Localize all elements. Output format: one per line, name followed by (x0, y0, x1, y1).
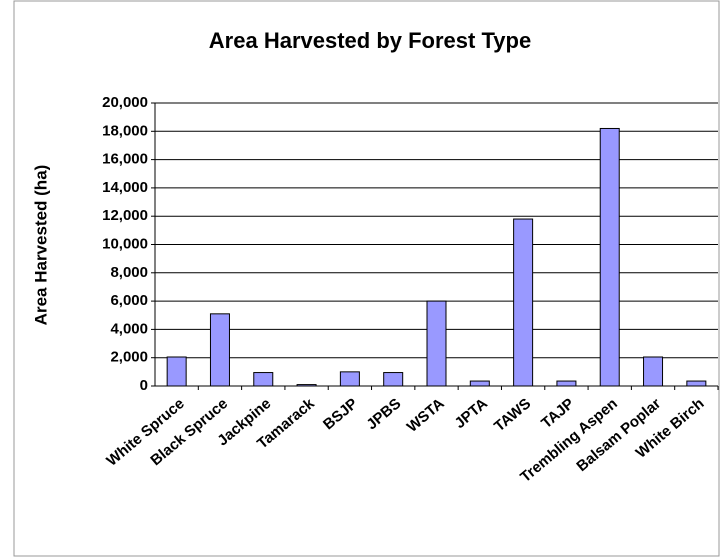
y-tick-label: 14,000 (102, 179, 148, 196)
y-tick-label: 10,000 (102, 235, 148, 252)
y-tick-label: 2,000 (110, 349, 148, 366)
y-tick-label: 6,000 (110, 292, 148, 309)
bar (383, 372, 404, 387)
bar (599, 127, 620, 387)
y-axis-label: Area Harvested (ha) (31, 165, 50, 326)
bar (253, 372, 274, 387)
bar (469, 380, 490, 387)
y-tick-label: 0 (140, 377, 148, 394)
bar (426, 300, 447, 387)
y-tick-label: 4,000 (110, 320, 148, 337)
bar (556, 380, 577, 387)
y-tick-label: 8,000 (110, 264, 148, 281)
bar (686, 380, 707, 387)
y-tick-label: 18,000 (102, 122, 148, 139)
y-tick-label: 12,000 (102, 207, 148, 224)
bar (513, 218, 534, 387)
bar (643, 356, 664, 387)
y-tick-label: 20,000 (102, 94, 148, 111)
bar (209, 313, 230, 387)
chart-title: Area Harvested by Forest Type (209, 28, 531, 53)
y-tick-label: 16,000 (102, 151, 148, 168)
bar (166, 356, 187, 387)
bar (339, 371, 360, 387)
